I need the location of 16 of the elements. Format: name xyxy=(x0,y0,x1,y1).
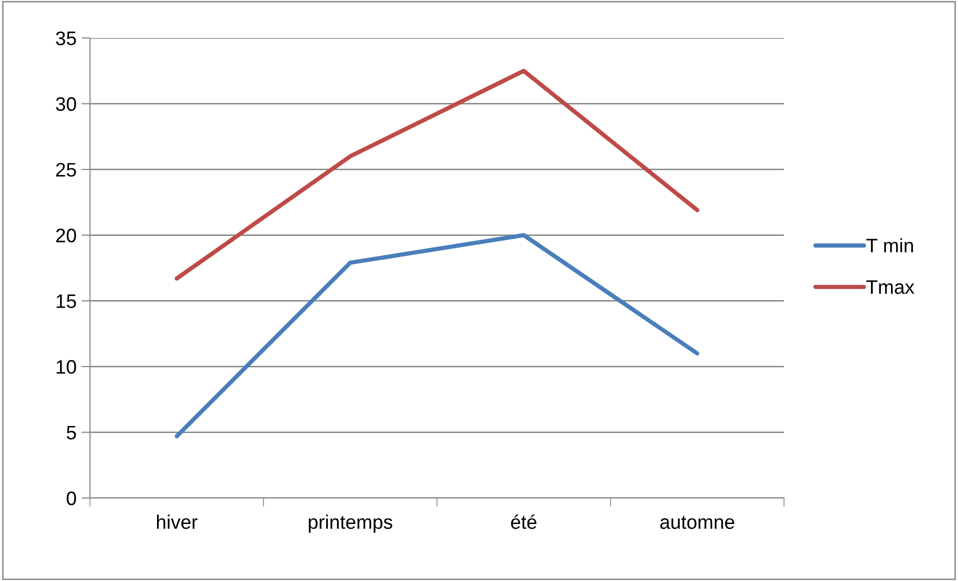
y-tick-label: 30 xyxy=(56,97,76,111)
y-tick-label: 10 xyxy=(56,360,76,374)
y-tick-label: 5 xyxy=(66,426,76,440)
y-tick-label: 25 xyxy=(56,162,76,177)
y-tick-label: 20 xyxy=(56,228,76,242)
line-series xyxy=(174,233,700,438)
legend-label: Tmax xyxy=(866,280,914,294)
x-tick-label: hiver xyxy=(157,514,198,529)
y-tick-label: 15 xyxy=(56,294,76,308)
legend-label: T min xyxy=(866,238,913,252)
line-series xyxy=(174,68,700,281)
x-tick-label: été xyxy=(511,514,536,529)
x-tick-label: automne xyxy=(660,516,734,529)
x-tick-label: printemps xyxy=(308,514,392,533)
y-tick-label: 0 xyxy=(66,491,76,506)
y-tick-label: 35 xyxy=(56,31,76,46)
